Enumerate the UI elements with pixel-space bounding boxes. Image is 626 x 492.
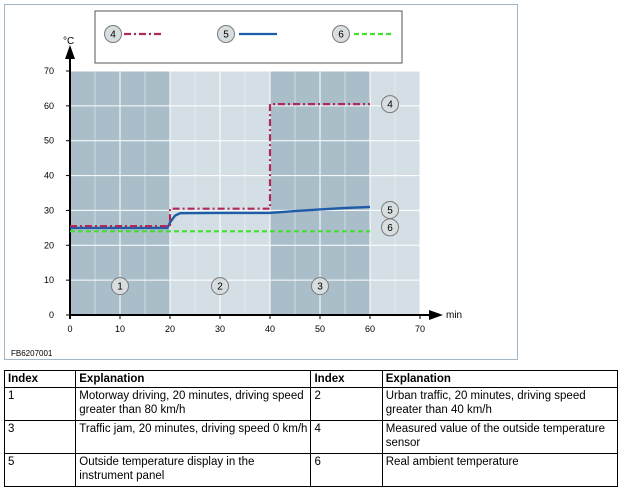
- phase-marker-1-label: 1: [117, 282, 123, 293]
- x-axis-arrow: [429, 310, 443, 320]
- series-end-marker-6-label: 6: [387, 223, 393, 234]
- y-tick-label: 50: [44, 136, 54, 146]
- table-cell: 4: [310, 420, 383, 454]
- x-axis-label: min: [446, 310, 462, 321]
- x-tick-label: 60: [365, 324, 375, 334]
- legend-marker-5-label: 5: [223, 30, 229, 41]
- chart-svg: 0 10 20 30 40 50 60 70 0 10 20 30 40 50 60 70 °C min 4 5 6 1 2…: [44, 10, 462, 334]
- table-header-row: Index Explanation Index Explanation: [3, 370, 619, 388]
- table-cell: 5: [3, 453, 77, 487]
- y-tick-label: 40: [44, 171, 54, 181]
- table-cell: Measured value of the outside temperatur…: [381, 420, 619, 454]
- x-tick-label: 40: [265, 324, 275, 334]
- y-tick-label: 0: [49, 310, 54, 320]
- header-explanation-2: Explanation: [381, 370, 619, 388]
- chart-figure: 0 10 20 30 40 50 60 70 0 10 20 30 40 50 60 70 °C min 4 5 6 1 2…: [4, 4, 518, 360]
- header-index-2: Index: [310, 370, 383, 388]
- legend-marker-6-circle: [332, 25, 350, 43]
- table-cell: Outside temperature display in the instr…: [75, 453, 312, 487]
- x-tick-label: 20: [165, 324, 175, 334]
- table-cell: Urban traffic, 20 minutes, driving speed…: [381, 387, 619, 421]
- table-row: 5 Outside temperature display in the ins…: [3, 453, 619, 487]
- y-axis-label: °C: [63, 36, 74, 47]
- table-cell: 3: [3, 420, 77, 454]
- header-index-1: Index: [3, 370, 77, 388]
- table-row: 3 Traffic jam, 20 minutes, driving speed…: [3, 420, 619, 454]
- x-tick-label: 70: [415, 324, 425, 334]
- series-end-marker-5-label: 5: [387, 205, 393, 216]
- y-tick-label: 10: [44, 275, 54, 285]
- phase-marker-1-circle: [111, 277, 129, 296]
- y-axis-arrow: [65, 45, 75, 59]
- phase-marker-3-label: 3: [317, 282, 323, 293]
- header-explanation-1: Explanation: [75, 370, 312, 388]
- series-end-marker-4-circle: [381, 95, 399, 114]
- legend-marker-4-circle: [104, 25, 122, 43]
- table-row: 1 Motorway driving, 20 minutes, driving …: [3, 387, 619, 421]
- x-tick-label: 50: [315, 324, 325, 334]
- phase-marker-2-circle: [211, 277, 229, 296]
- legend-marker-6-label: 6: [338, 30, 344, 41]
- phase-marker-3-circle: [311, 277, 329, 296]
- index-table: Index Explanation Index Explanation 1 Mo…: [3, 370, 619, 487]
- y-tick-label: 20: [44, 240, 54, 250]
- table-cell: 1: [3, 387, 77, 421]
- table-cell: 6: [310, 453, 383, 487]
- y-tick-label: 60: [44, 101, 54, 111]
- x-tick-label: 0: [67, 324, 72, 334]
- legend-marker-5-circle: [217, 25, 235, 43]
- y-tick-label: 30: [44, 205, 54, 215]
- legend-marker-4-label: 4: [110, 30, 116, 41]
- series-end-marker-4-label: 4: [387, 100, 393, 111]
- table-cell: Real ambient temperature: [381, 453, 619, 487]
- figure-code: FB6207001: [11, 349, 53, 358]
- series-line-4: [70, 102, 370, 228]
- x-tick-label: 30: [215, 324, 225, 334]
- table-cell: 2: [310, 387, 383, 421]
- legend-box: [94, 10, 403, 64]
- table-cell: Motorway driving, 20 minutes, driving sp…: [75, 387, 312, 421]
- phase-marker-2-label: 2: [217, 282, 223, 293]
- y-tick-label: 70: [44, 66, 54, 76]
- series-end-marker-6-circle: [381, 218, 399, 237]
- x-tick-label: 10: [115, 324, 125, 334]
- table-cell: Traffic jam, 20 minutes, driving speed 0…: [75, 420, 312, 454]
